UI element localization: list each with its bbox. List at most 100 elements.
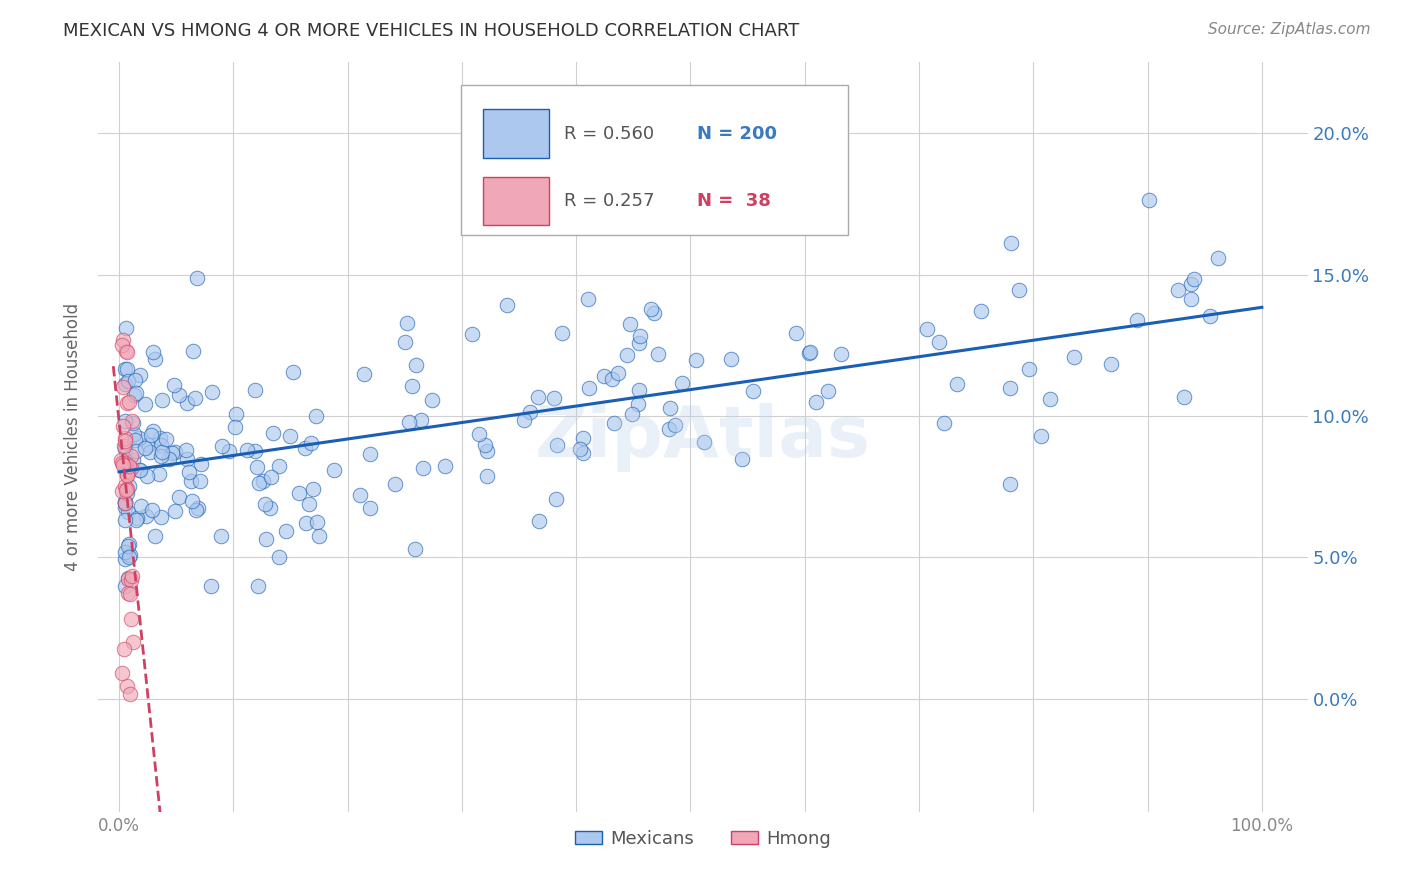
Point bbox=[128, 462, 150, 476]
Point bbox=[1063, 350, 1085, 364]
Point bbox=[593, 369, 616, 384]
Point bbox=[150, 445, 173, 459]
Point bbox=[114, 552, 136, 566]
Point bbox=[150, 510, 173, 524]
Point bbox=[299, 436, 322, 450]
Point bbox=[422, 392, 444, 407]
Point bbox=[269, 549, 291, 564]
Point bbox=[817, 384, 839, 398]
Point bbox=[121, 414, 143, 428]
Point bbox=[643, 306, 665, 320]
Point bbox=[259, 500, 281, 515]
Point bbox=[157, 452, 180, 467]
Point bbox=[160, 446, 183, 460]
Point bbox=[118, 478, 141, 492]
Point bbox=[125, 511, 148, 525]
FancyBboxPatch shape bbox=[461, 85, 848, 235]
Point bbox=[117, 571, 139, 585]
Point bbox=[720, 352, 742, 367]
Point bbox=[114, 495, 136, 509]
Point bbox=[1167, 283, 1189, 297]
Point bbox=[461, 327, 484, 342]
Point bbox=[243, 383, 266, 397]
Point bbox=[394, 335, 416, 350]
Point bbox=[658, 421, 681, 435]
Legend: Mexicans, Hmong: Mexicans, Hmong bbox=[568, 822, 838, 855]
Point bbox=[112, 379, 135, 393]
Point bbox=[124, 385, 146, 400]
Point bbox=[211, 438, 233, 452]
Point bbox=[294, 441, 316, 455]
Point bbox=[134, 441, 156, 455]
Point bbox=[111, 334, 134, 348]
Point bbox=[246, 460, 269, 475]
Text: ZipAtlas: ZipAtlas bbox=[536, 402, 870, 472]
Point bbox=[1199, 309, 1222, 323]
Point bbox=[143, 352, 166, 367]
Point bbox=[602, 372, 624, 386]
Point bbox=[731, 452, 754, 467]
Point bbox=[120, 461, 142, 475]
Point bbox=[359, 501, 381, 516]
Point bbox=[114, 513, 136, 527]
Point bbox=[135, 468, 157, 483]
Point bbox=[288, 486, 311, 500]
Point bbox=[134, 509, 156, 524]
Point bbox=[928, 334, 950, 349]
Point bbox=[111, 665, 134, 680]
Point bbox=[307, 515, 329, 529]
Point bbox=[139, 445, 162, 459]
Point bbox=[308, 529, 330, 543]
Point bbox=[917, 321, 939, 335]
Point bbox=[117, 585, 139, 599]
Point bbox=[254, 532, 277, 546]
Point bbox=[495, 298, 517, 312]
Point bbox=[120, 449, 142, 463]
Point bbox=[121, 635, 143, 649]
Point bbox=[111, 456, 134, 470]
Point bbox=[114, 376, 136, 391]
Point bbox=[162, 377, 184, 392]
Point bbox=[247, 475, 270, 490]
Point bbox=[117, 505, 139, 519]
Point bbox=[1180, 292, 1202, 306]
Point bbox=[165, 445, 187, 459]
Point bbox=[128, 431, 150, 445]
Point bbox=[139, 428, 162, 442]
Point bbox=[114, 496, 136, 510]
Point bbox=[1039, 392, 1062, 406]
Point bbox=[1137, 193, 1160, 207]
Point bbox=[1182, 272, 1205, 286]
Point bbox=[932, 416, 955, 430]
Point bbox=[124, 388, 146, 402]
Point bbox=[685, 353, 707, 368]
Bar bbox=[482, 177, 550, 226]
Point bbox=[117, 345, 139, 359]
Point bbox=[353, 368, 375, 382]
Point bbox=[143, 529, 166, 543]
Point bbox=[124, 433, 146, 447]
Point bbox=[117, 539, 139, 553]
Point bbox=[114, 479, 136, 493]
Text: N = 200: N = 200 bbox=[697, 125, 778, 143]
Point bbox=[149, 432, 172, 446]
Point bbox=[627, 397, 650, 411]
Point bbox=[260, 470, 283, 484]
Point bbox=[120, 573, 142, 587]
Point bbox=[1125, 313, 1147, 327]
Point bbox=[647, 346, 669, 360]
Point bbox=[117, 374, 139, 388]
Point bbox=[262, 426, 284, 441]
Point bbox=[149, 437, 172, 451]
Point bbox=[115, 467, 138, 482]
Point bbox=[297, 497, 319, 511]
Point bbox=[1000, 381, 1022, 395]
Point bbox=[200, 384, 222, 399]
Point bbox=[115, 485, 138, 500]
Point bbox=[477, 443, 499, 458]
Point bbox=[176, 396, 198, 410]
Point bbox=[253, 497, 276, 511]
Point bbox=[998, 476, 1021, 491]
Point bbox=[115, 361, 138, 376]
Point bbox=[693, 434, 716, 449]
